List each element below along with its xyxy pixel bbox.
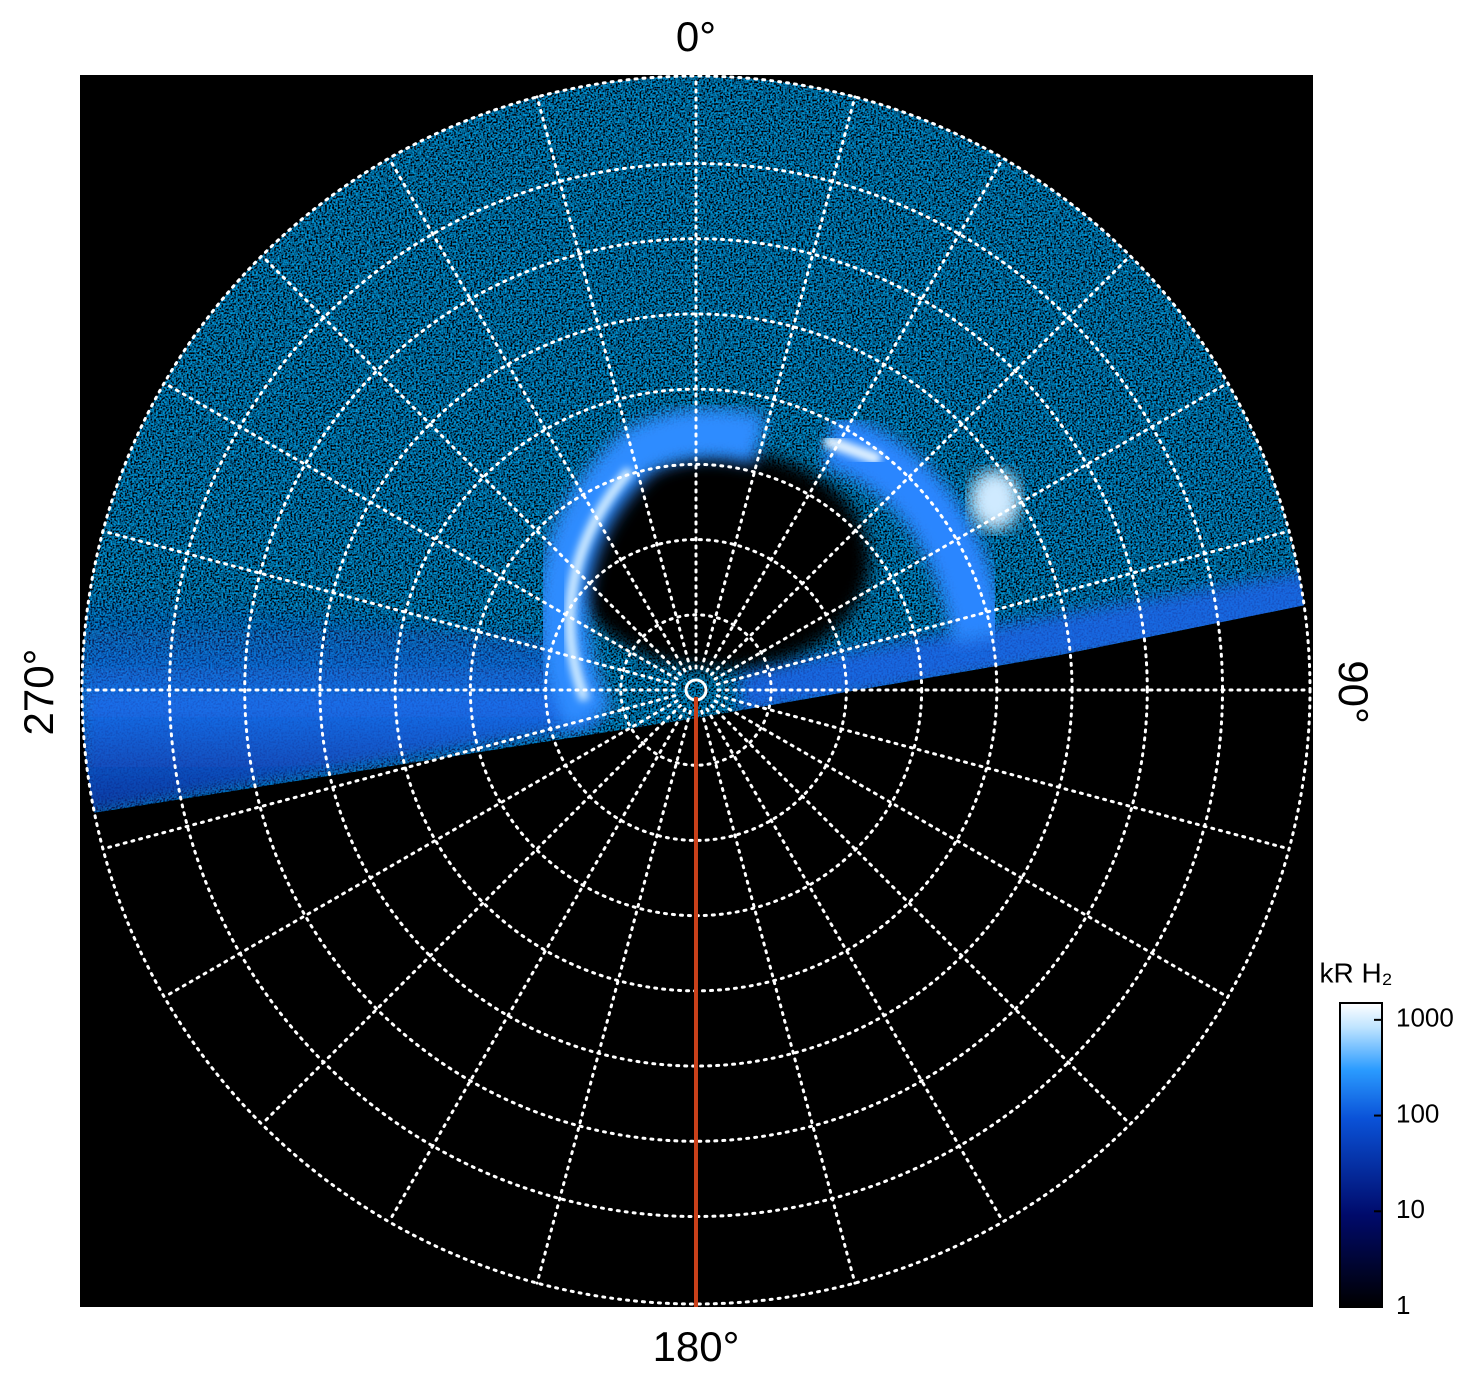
grid-spoke <box>700 709 857 1285</box>
colorbar-tick-label: 10 <box>1396 1194 1425 1224</box>
grid-spoke <box>715 529 1291 686</box>
angle-label: 180° <box>653 1323 740 1370</box>
grid-spoke <box>260 704 682 1126</box>
grid-spoke <box>535 709 692 1285</box>
grid-spoke <box>162 381 679 681</box>
grid-spoke <box>713 699 1230 999</box>
grid-spoke <box>535 95 692 671</box>
grid-ring <box>243 237 1149 1143</box>
grid-spoke <box>101 529 677 686</box>
grid-spoke <box>387 707 687 1224</box>
grid-spoke <box>387 156 687 673</box>
grid-spoke <box>713 381 1230 681</box>
auroral-arc <box>565 466 634 702</box>
grid-spoke <box>260 254 682 676</box>
colorbar-tick-label: 1000 <box>1396 1003 1454 1033</box>
grid-spoke <box>162 699 679 999</box>
grid-ring <box>80 74 1312 1306</box>
auroral-oval <box>537 408 767 732</box>
auroral-spot <box>822 434 883 466</box>
grid-spoke <box>700 95 857 671</box>
grid-spoke <box>705 707 1005 1224</box>
grid-spoke <box>710 704 1132 1126</box>
grid-spoke <box>705 156 1005 673</box>
grid-spoke <box>101 694 677 851</box>
angle-label: 90° <box>1330 660 1377 724</box>
colorbar-tick-label: 100 <box>1396 1098 1439 1128</box>
limb-band <box>82 590 600 815</box>
colorbar <box>1339 1002 1383 1308</box>
grid-spoke <box>710 254 1132 676</box>
grid-ring <box>619 613 773 767</box>
angle-label: 0° <box>676 13 716 60</box>
auroral-spot <box>970 470 1020 530</box>
limb-band <box>740 570 1310 715</box>
colorbar-axis: 1 10 100 1000 <box>1374 1003 1454 1320</box>
colorbar-tick-label: 1 <box>1396 1290 1410 1320</box>
grid-spoke <box>715 694 1291 851</box>
angle-label: 270° <box>15 649 62 736</box>
colorbar-title: kR H₂ <box>1319 957 1392 988</box>
